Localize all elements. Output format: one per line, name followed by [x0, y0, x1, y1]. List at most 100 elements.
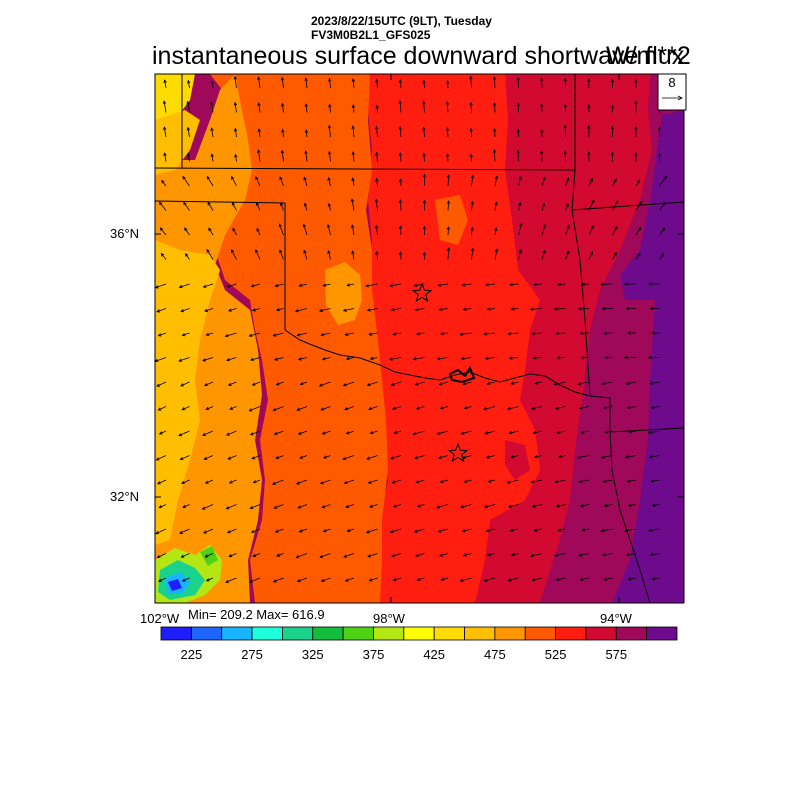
- wind-arrow: [441, 577, 449, 581]
- wind-arrow: [231, 202, 237, 211]
- wind-arrowhead: [181, 407, 186, 411]
- wind-arrowhead: [368, 578, 373, 582]
- wind-arrow: [554, 553, 566, 557]
- wind-arrowhead: [663, 175, 667, 180]
- lat-label-32n: 32°N: [110, 489, 140, 504]
- wind-arrow: [321, 577, 331, 582]
- wind-arrow: [228, 381, 237, 386]
- wind-arrow: [530, 308, 543, 310]
- wind-arrowhead: [158, 431, 163, 435]
- wind-arrow: [204, 455, 214, 460]
- wind-arrow: [659, 202, 666, 211]
- wind-arrowhead: [627, 503, 632, 508]
- wind-arrowhead: [422, 199, 427, 204]
- wind-arrowhead: [303, 176, 307, 181]
- wind-arrow: [447, 200, 450, 211]
- colorbar: 225 275 325 375 425 475 525 575: [160, 626, 678, 662]
- wind-arrowhead: [367, 480, 372, 484]
- wind-arrowhead: [321, 357, 326, 361]
- wind-arrowhead: [510, 307, 515, 311]
- wind-arrow: [399, 152, 402, 162]
- wind-arrow: [393, 504, 402, 508]
- wind-arrowhead: [304, 129, 309, 134]
- wind-arrowhead: [178, 433, 183, 437]
- wind-arrowhead: [366, 382, 371, 387]
- wind-arrowhead: [563, 150, 567, 155]
- wind-arrowhead: [350, 224, 355, 229]
- wind-arrowhead: [318, 383, 323, 387]
- wind-arrow: [276, 381, 284, 386]
- wind-arrow: [158, 332, 167, 337]
- wind-arrowhead: [257, 128, 261, 133]
- wind-arrow: [320, 479, 331, 484]
- wind-arrowhead: [438, 307, 443, 312]
- wind-arrow: [578, 553, 590, 557]
- colorbar-tick-label: 475: [484, 647, 506, 662]
- wind-arrow: [414, 283, 425, 287]
- wind-arrowhead: [446, 247, 451, 251]
- wind-arrow: [471, 248, 474, 260]
- wind-arrowhead: [274, 529, 279, 533]
- wind-arrow: [541, 203, 545, 211]
- wind-arrowhead: [563, 124, 567, 129]
- lon-label-102w: 102°W: [140, 611, 180, 626]
- wind-arrow: [437, 357, 449, 360]
- wind-arrowhead: [398, 199, 403, 203]
- reference-vector-box: 8: [657, 73, 687, 111]
- wind-arrow: [470, 102, 472, 113]
- wind-arrowhead: [660, 253, 665, 257]
- wind-arrow: [328, 177, 331, 187]
- wind-arrow: [390, 283, 402, 287]
- wind-arrowhead: [533, 528, 538, 532]
- wind-arrowhead: [226, 358, 230, 362]
- wind-arrow: [204, 308, 214, 312]
- wind-arrow: [366, 455, 378, 460]
- wind-arrow: [415, 308, 425, 311]
- colorbar-swatch: [160, 626, 192, 641]
- wind-arrowhead: [365, 284, 370, 288]
- wind-arrowhead: [510, 552, 515, 557]
- wind-arrowhead: [600, 282, 604, 286]
- wind-arrowhead: [225, 432, 230, 436]
- wind-arrowhead: [231, 175, 235, 180]
- wind-arrow: [258, 129, 261, 138]
- wind-arrow: [582, 528, 590, 531]
- wind-arrowhead: [651, 331, 655, 335]
- wind-arrow: [157, 553, 167, 558]
- wind-arrow: [161, 180, 167, 187]
- wind-arrow: [211, 81, 214, 89]
- wind-arrowhead: [613, 251, 617, 256]
- wind-arrowhead: [157, 578, 162, 582]
- wind-arrowhead: [280, 102, 285, 107]
- wind-arrow: [625, 455, 637, 458]
- wind-arrow: [159, 202, 167, 211]
- wind-arrow: [588, 225, 594, 236]
- lat-label-36n: 36°N: [110, 226, 140, 241]
- wind-arrow: [461, 430, 472, 435]
- wind-arrowhead: [201, 506, 206, 510]
- wind-arrow: [251, 528, 261, 533]
- wind-arrowhead: [296, 407, 301, 411]
- wind-arrowhead: [624, 455, 629, 459]
- wind-arrow: [555, 479, 566, 483]
- wind-arrow: [158, 406, 167, 411]
- wind-arrowhead: [422, 152, 426, 157]
- wind-arrowhead: [202, 284, 207, 288]
- wind-arrowhead: [304, 103, 308, 108]
- wind-arrowhead: [556, 356, 561, 360]
- wind-arrowhead: [257, 102, 261, 107]
- wind-arrow: [346, 430, 355, 434]
- wind-arrowhead: [369, 356, 374, 361]
- wind-arrow: [319, 308, 331, 312]
- wind-arrow: [187, 153, 190, 162]
- wind-arrow: [541, 177, 546, 187]
- wind-arrow: [494, 102, 496, 113]
- wind-arrow: [423, 101, 425, 113]
- wind-arrow: [343, 381, 355, 386]
- wind-arrowhead: [438, 455, 442, 460]
- wind-arrowhead: [297, 431, 302, 435]
- wind-arrowhead: [351, 151, 355, 155]
- wind-arrowhead: [494, 248, 499, 253]
- wind-arrow: [376, 105, 378, 113]
- wind-arrowhead: [579, 577, 584, 582]
